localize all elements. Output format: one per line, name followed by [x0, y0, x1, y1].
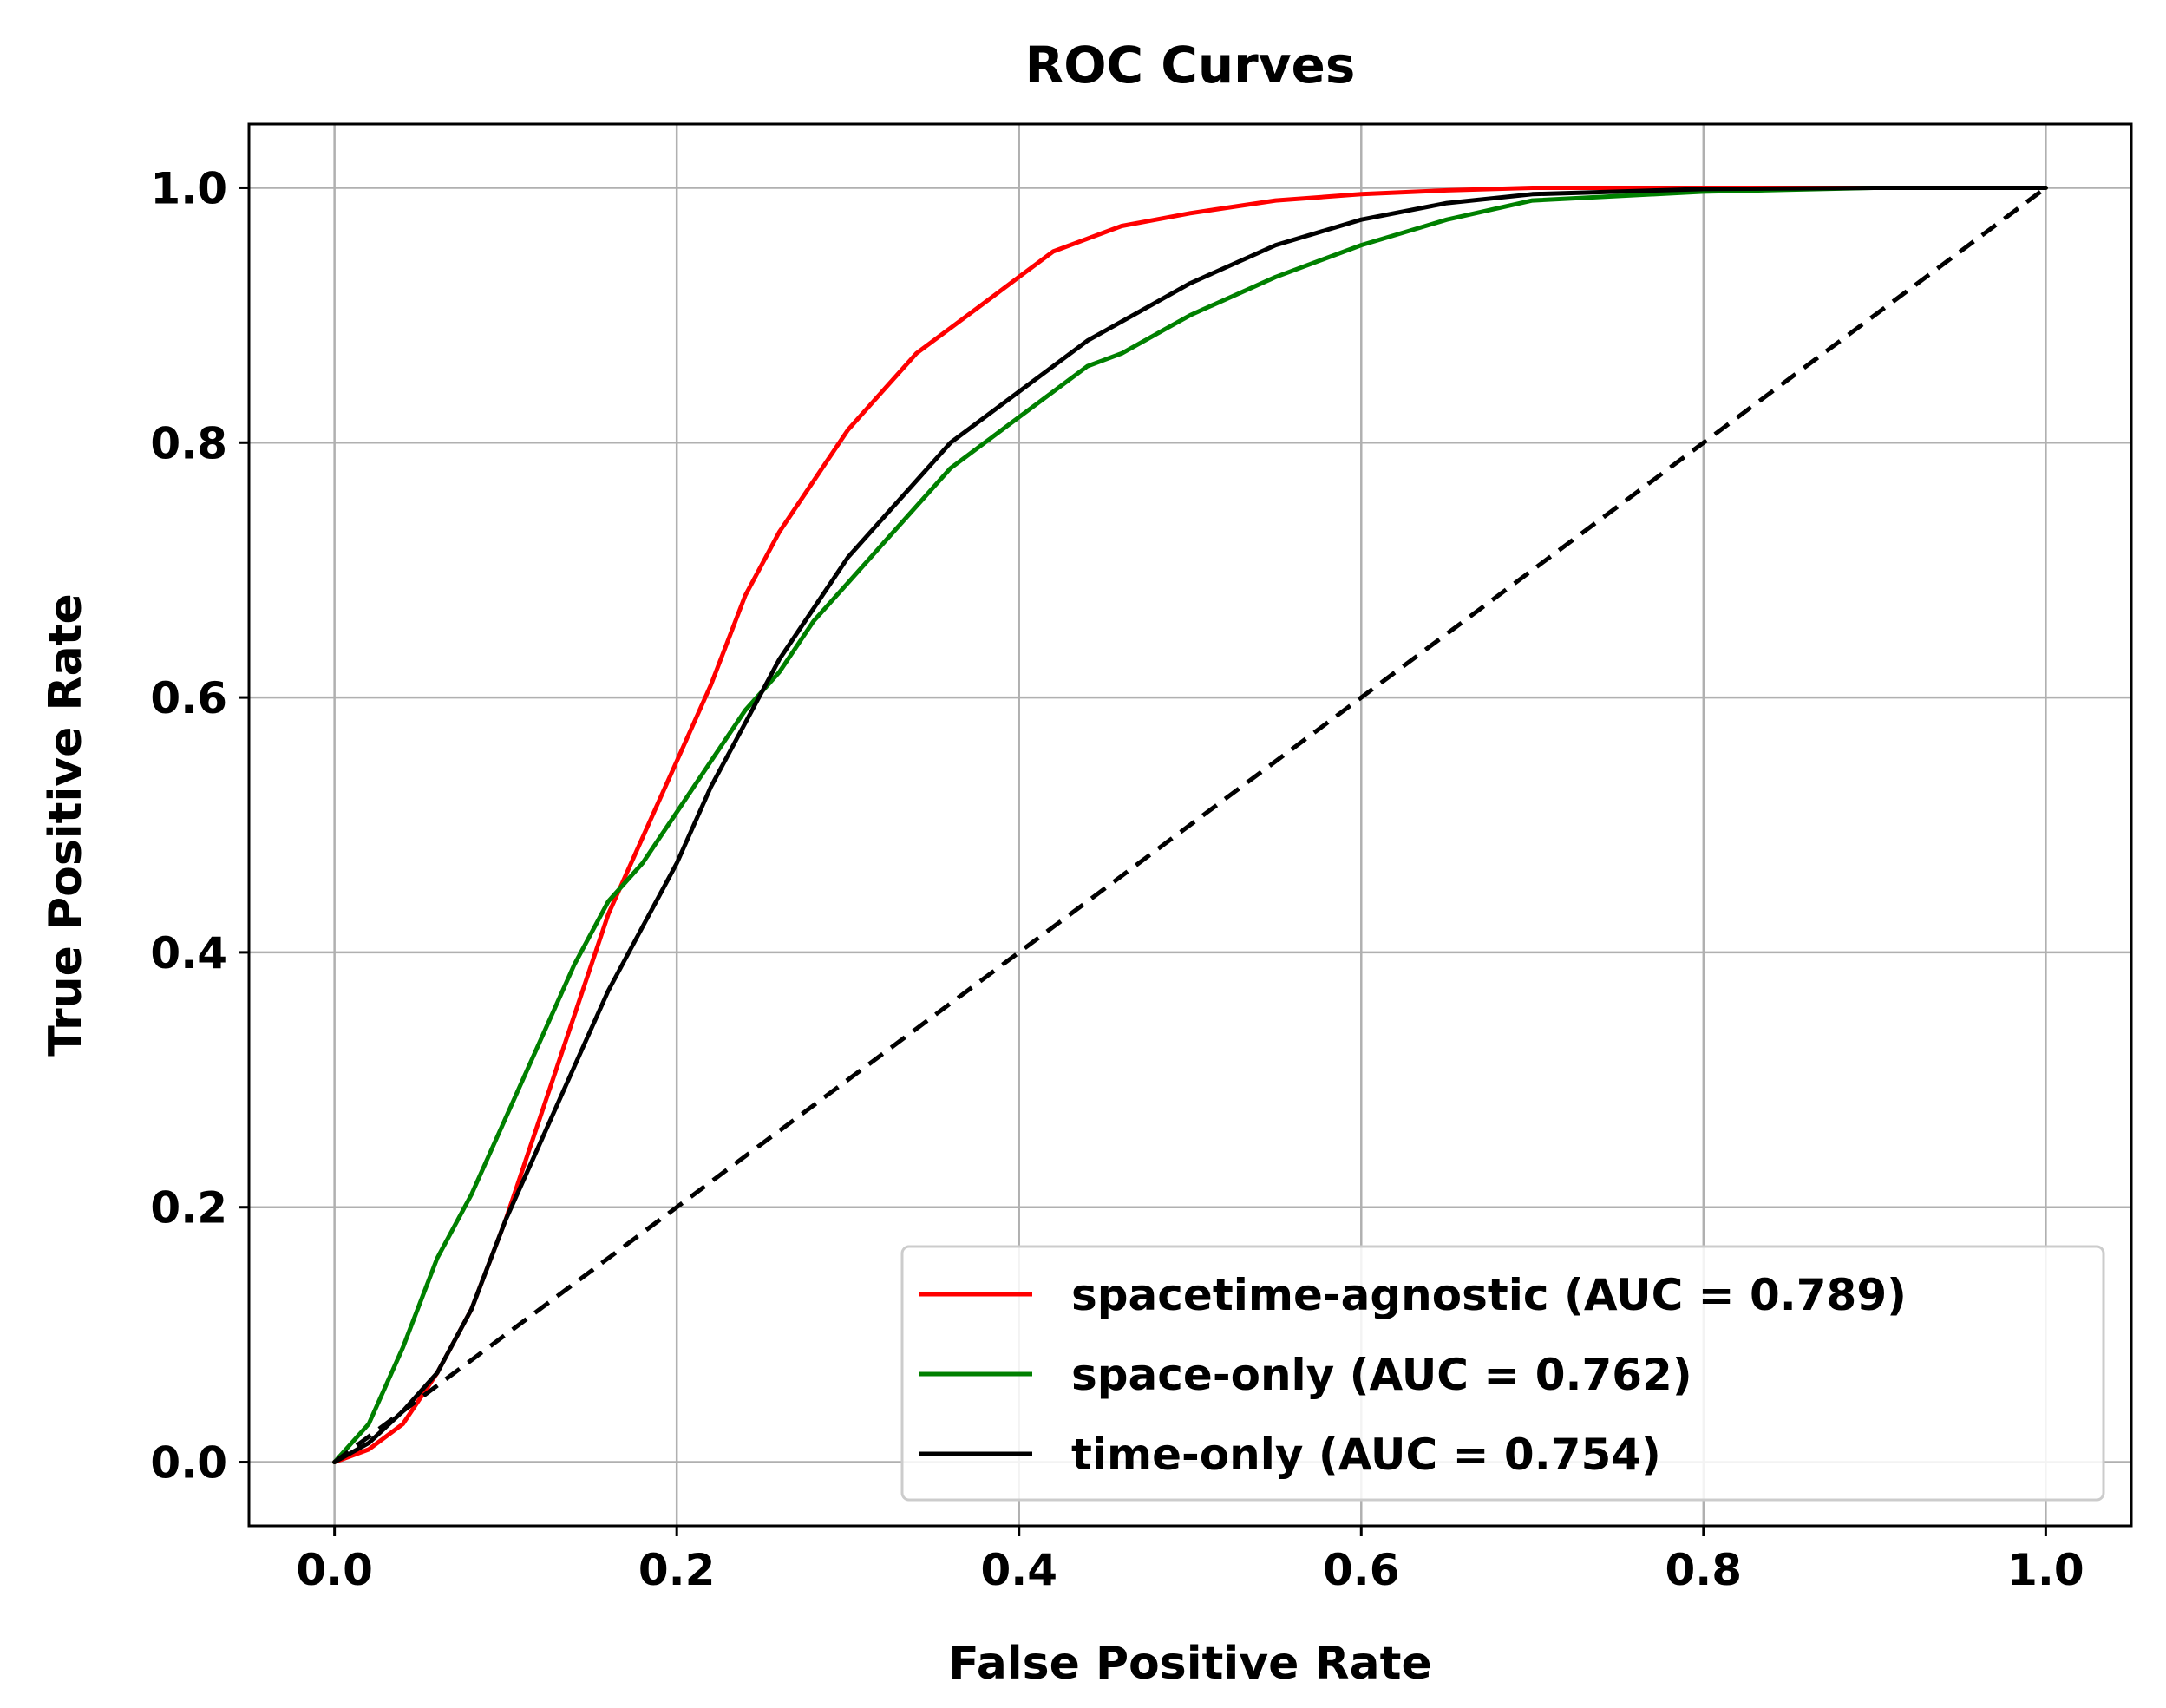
legend-label: spacetime-agnostic (AUC = 0.789)	[1071, 1270, 1907, 1320]
x-tick-label: 0.8	[1665, 1545, 1743, 1595]
y-tick-label: 1.0	[150, 163, 227, 213]
series-layer	[332, 186, 2048, 1464]
chance-diagonal-line	[333, 186, 2047, 1464]
chart-title: ROC Curves	[1025, 36, 1356, 95]
legend-box	[900, 1245, 2105, 1502]
series-line-0	[332, 186, 2048, 1464]
x-tick-label: 0.0	[296, 1545, 373, 1595]
x-tick-label: 1.0	[2007, 1545, 2084, 1595]
y-tick-label: 0.8	[150, 418, 227, 468]
series-line-1	[332, 186, 2048, 1464]
plot-frame	[247, 122, 2133, 1528]
y-tick-label: 0.2	[150, 1183, 227, 1234]
y-axis-ticks: 0.0 0.2 0.4 0.6 0.8 1.0	[150, 163, 249, 1489]
y-tick-label: 0.4	[150, 928, 227, 978]
legend: spacetime-agnostic (AUC = 0.789) space-on…	[900, 1245, 2105, 1502]
legend-label: time-only (AUC = 0.754)	[1071, 1430, 1661, 1480]
x-tick-label: 0.6	[1323, 1545, 1400, 1595]
y-axis-label: True Positive Rate	[40, 593, 92, 1057]
series-line-2	[332, 186, 2048, 1464]
y-tick-label: 0.0	[150, 1438, 227, 1489]
x-tick-label: 0.2	[638, 1545, 716, 1595]
grid	[249, 124, 2131, 1526]
legend-label: space-only (AUC = 0.762)	[1071, 1350, 1692, 1400]
x-axis-ticks: 0.0 0.2 0.4 0.6 0.8 1.0	[296, 1526, 2084, 1595]
x-axis-label: False Positive Rate	[948, 1638, 1432, 1690]
x-tick-label: 0.4	[980, 1545, 1057, 1595]
y-tick-label: 0.6	[150, 673, 227, 723]
